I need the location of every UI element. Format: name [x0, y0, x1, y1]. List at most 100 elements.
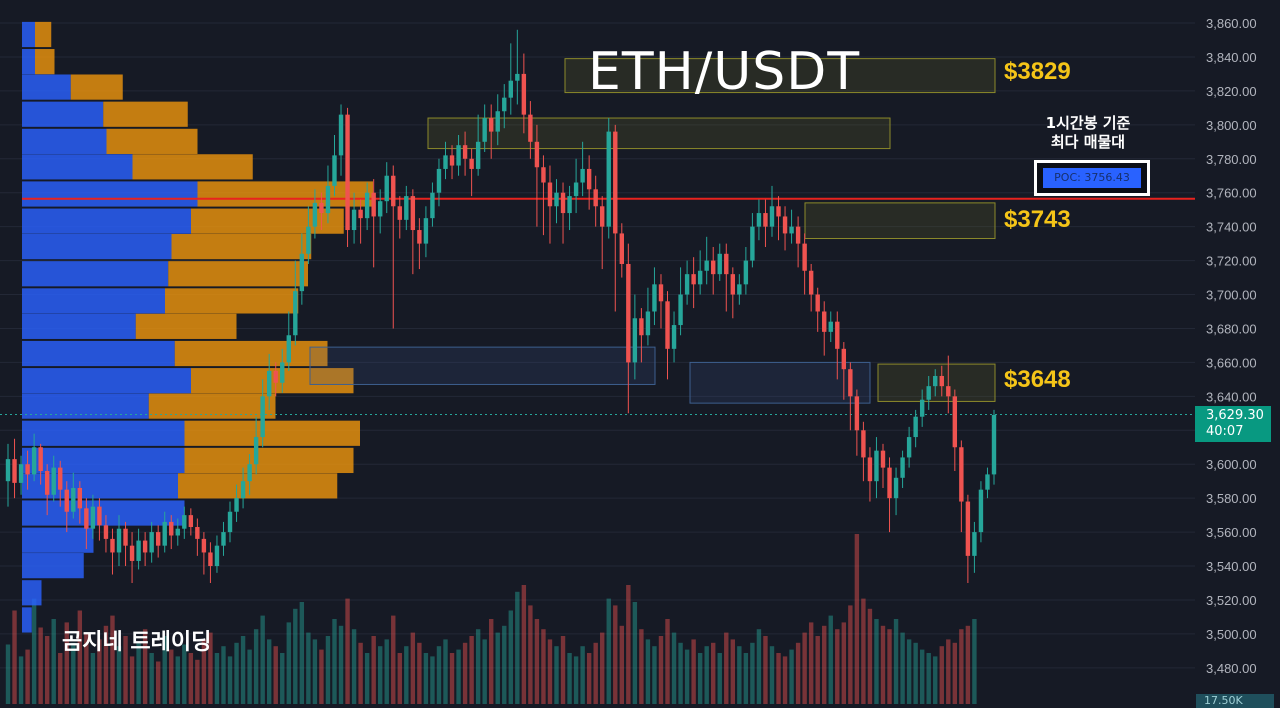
- volume-bar: [730, 639, 736, 704]
- volume-bar: [482, 639, 487, 704]
- candle-body: [71, 487, 76, 512]
- y-tick-label: 3,760.00: [1206, 186, 1257, 201]
- volume-bar: [221, 646, 226, 704]
- volume-bar: [12, 610, 17, 704]
- candle-body: [900, 457, 905, 478]
- channel-watermark: 곰지네 트레이딩: [62, 630, 212, 655]
- volume-bar: [933, 656, 938, 704]
- volume-bar: [808, 622, 814, 704]
- profile-sell-bar: [35, 49, 55, 75]
- candle-body: [77, 487, 83, 509]
- candle-body: [697, 270, 703, 285]
- volume-bar: [919, 649, 925, 704]
- candle-body: [273, 370, 278, 383]
- candle-body: [175, 528, 180, 536]
- profile-sell-bar: [191, 208, 344, 234]
- candle-body: [939, 375, 944, 387]
- candle-body: [639, 318, 644, 336]
- candle-body: [214, 545, 220, 567]
- volume-bar: [697, 653, 703, 704]
- volume-bar: [743, 653, 749, 704]
- candle-body: [64, 489, 69, 512]
- volume-bar: [560, 636, 566, 704]
- volume-bar: [887, 629, 892, 704]
- candle-body: [391, 175, 396, 207]
- volume-bar: [763, 636, 768, 704]
- volume-bar: [658, 636, 664, 704]
- volume-bar: [201, 639, 207, 704]
- resistance-zone: [564, 58, 996, 94]
- volume-bar: [364, 653, 370, 704]
- y-tick-label: 3,580.00: [1206, 491, 1257, 506]
- volume-bar: [404, 646, 409, 704]
- profile-sell-bar: [171, 234, 312, 260]
- volume-bar: [182, 644, 187, 704]
- support-zone: [689, 361, 871, 404]
- volume-bar: [547, 639, 553, 704]
- candle-body: [332, 155, 337, 186]
- volume-bar: [756, 629, 762, 704]
- volume-bar: [149, 653, 154, 704]
- y-tick-label: 3,640.00: [1206, 389, 1257, 404]
- candle-body: [489, 118, 494, 132]
- volume-bar: [155, 661, 161, 704]
- volume-bar: [704, 646, 709, 704]
- profile-buy-bar: [22, 128, 107, 154]
- candle-body: [436, 168, 442, 193]
- candle-body: [201, 538, 207, 553]
- candle-body: [404, 196, 409, 220]
- candle-body: [18, 464, 24, 483]
- candle-body: [802, 243, 807, 271]
- candle-body: [665, 301, 670, 349]
- poc-label: POC: 3756.43: [1043, 168, 1141, 188]
- y-tick-label: 3,860.00: [1206, 16, 1257, 31]
- candle-body: [861, 430, 866, 458]
- volume-bar: [802, 632, 807, 704]
- volume-bar: [319, 649, 324, 704]
- candle-body: [364, 192, 370, 219]
- candle-body: [874, 450, 879, 482]
- candle-body: [371, 192, 376, 217]
- volume-bar: [31, 598, 37, 704]
- volume-bar: [266, 639, 272, 704]
- candle-body: [906, 437, 912, 458]
- candle-body: [978, 489, 984, 533]
- candle-body: [756, 213, 762, 227]
- candle-countdown: 40:07: [1206, 424, 1244, 439]
- candle-body: [560, 192, 566, 214]
- volume-bar: [946, 639, 951, 704]
- candle-body: [417, 230, 422, 244]
- volume-bar: [188, 653, 194, 704]
- volume-bar: [351, 629, 357, 704]
- candle-body: [110, 538, 115, 553]
- candle-body: [965, 501, 971, 556]
- candle-body: [12, 459, 17, 483]
- profile-buy-bar: [22, 580, 42, 606]
- candle-body: [730, 274, 736, 295]
- volume-bar: [645, 639, 651, 704]
- candle-body: [580, 168, 585, 183]
- volume-bar: [475, 629, 481, 704]
- candle-body: [188, 515, 194, 528]
- volume-bar: [508, 610, 513, 704]
- profile-buy-bar: [22, 261, 169, 287]
- candle-body: [972, 532, 977, 556]
- y-tick-label: 3,720.00: [1206, 254, 1257, 269]
- profile-buy-bar: [22, 74, 71, 100]
- volume-bar: [606, 598, 611, 704]
- volume-bar: [521, 585, 527, 704]
- profile-buy-bar: [22, 607, 32, 633]
- volume-bar: [965, 625, 971, 704]
- candle-body: [724, 253, 729, 275]
- volume-bar: [573, 656, 579, 704]
- profile-buy-bar: [22, 368, 191, 394]
- candle-body: [319, 202, 324, 214]
- volume-bar: [110, 615, 115, 704]
- volume-bar: [769, 646, 775, 704]
- volume-bar: [906, 639, 912, 704]
- volume-bar: [717, 653, 722, 704]
- candle-body: [155, 532, 161, 546]
- candle-body: [711, 260, 716, 275]
